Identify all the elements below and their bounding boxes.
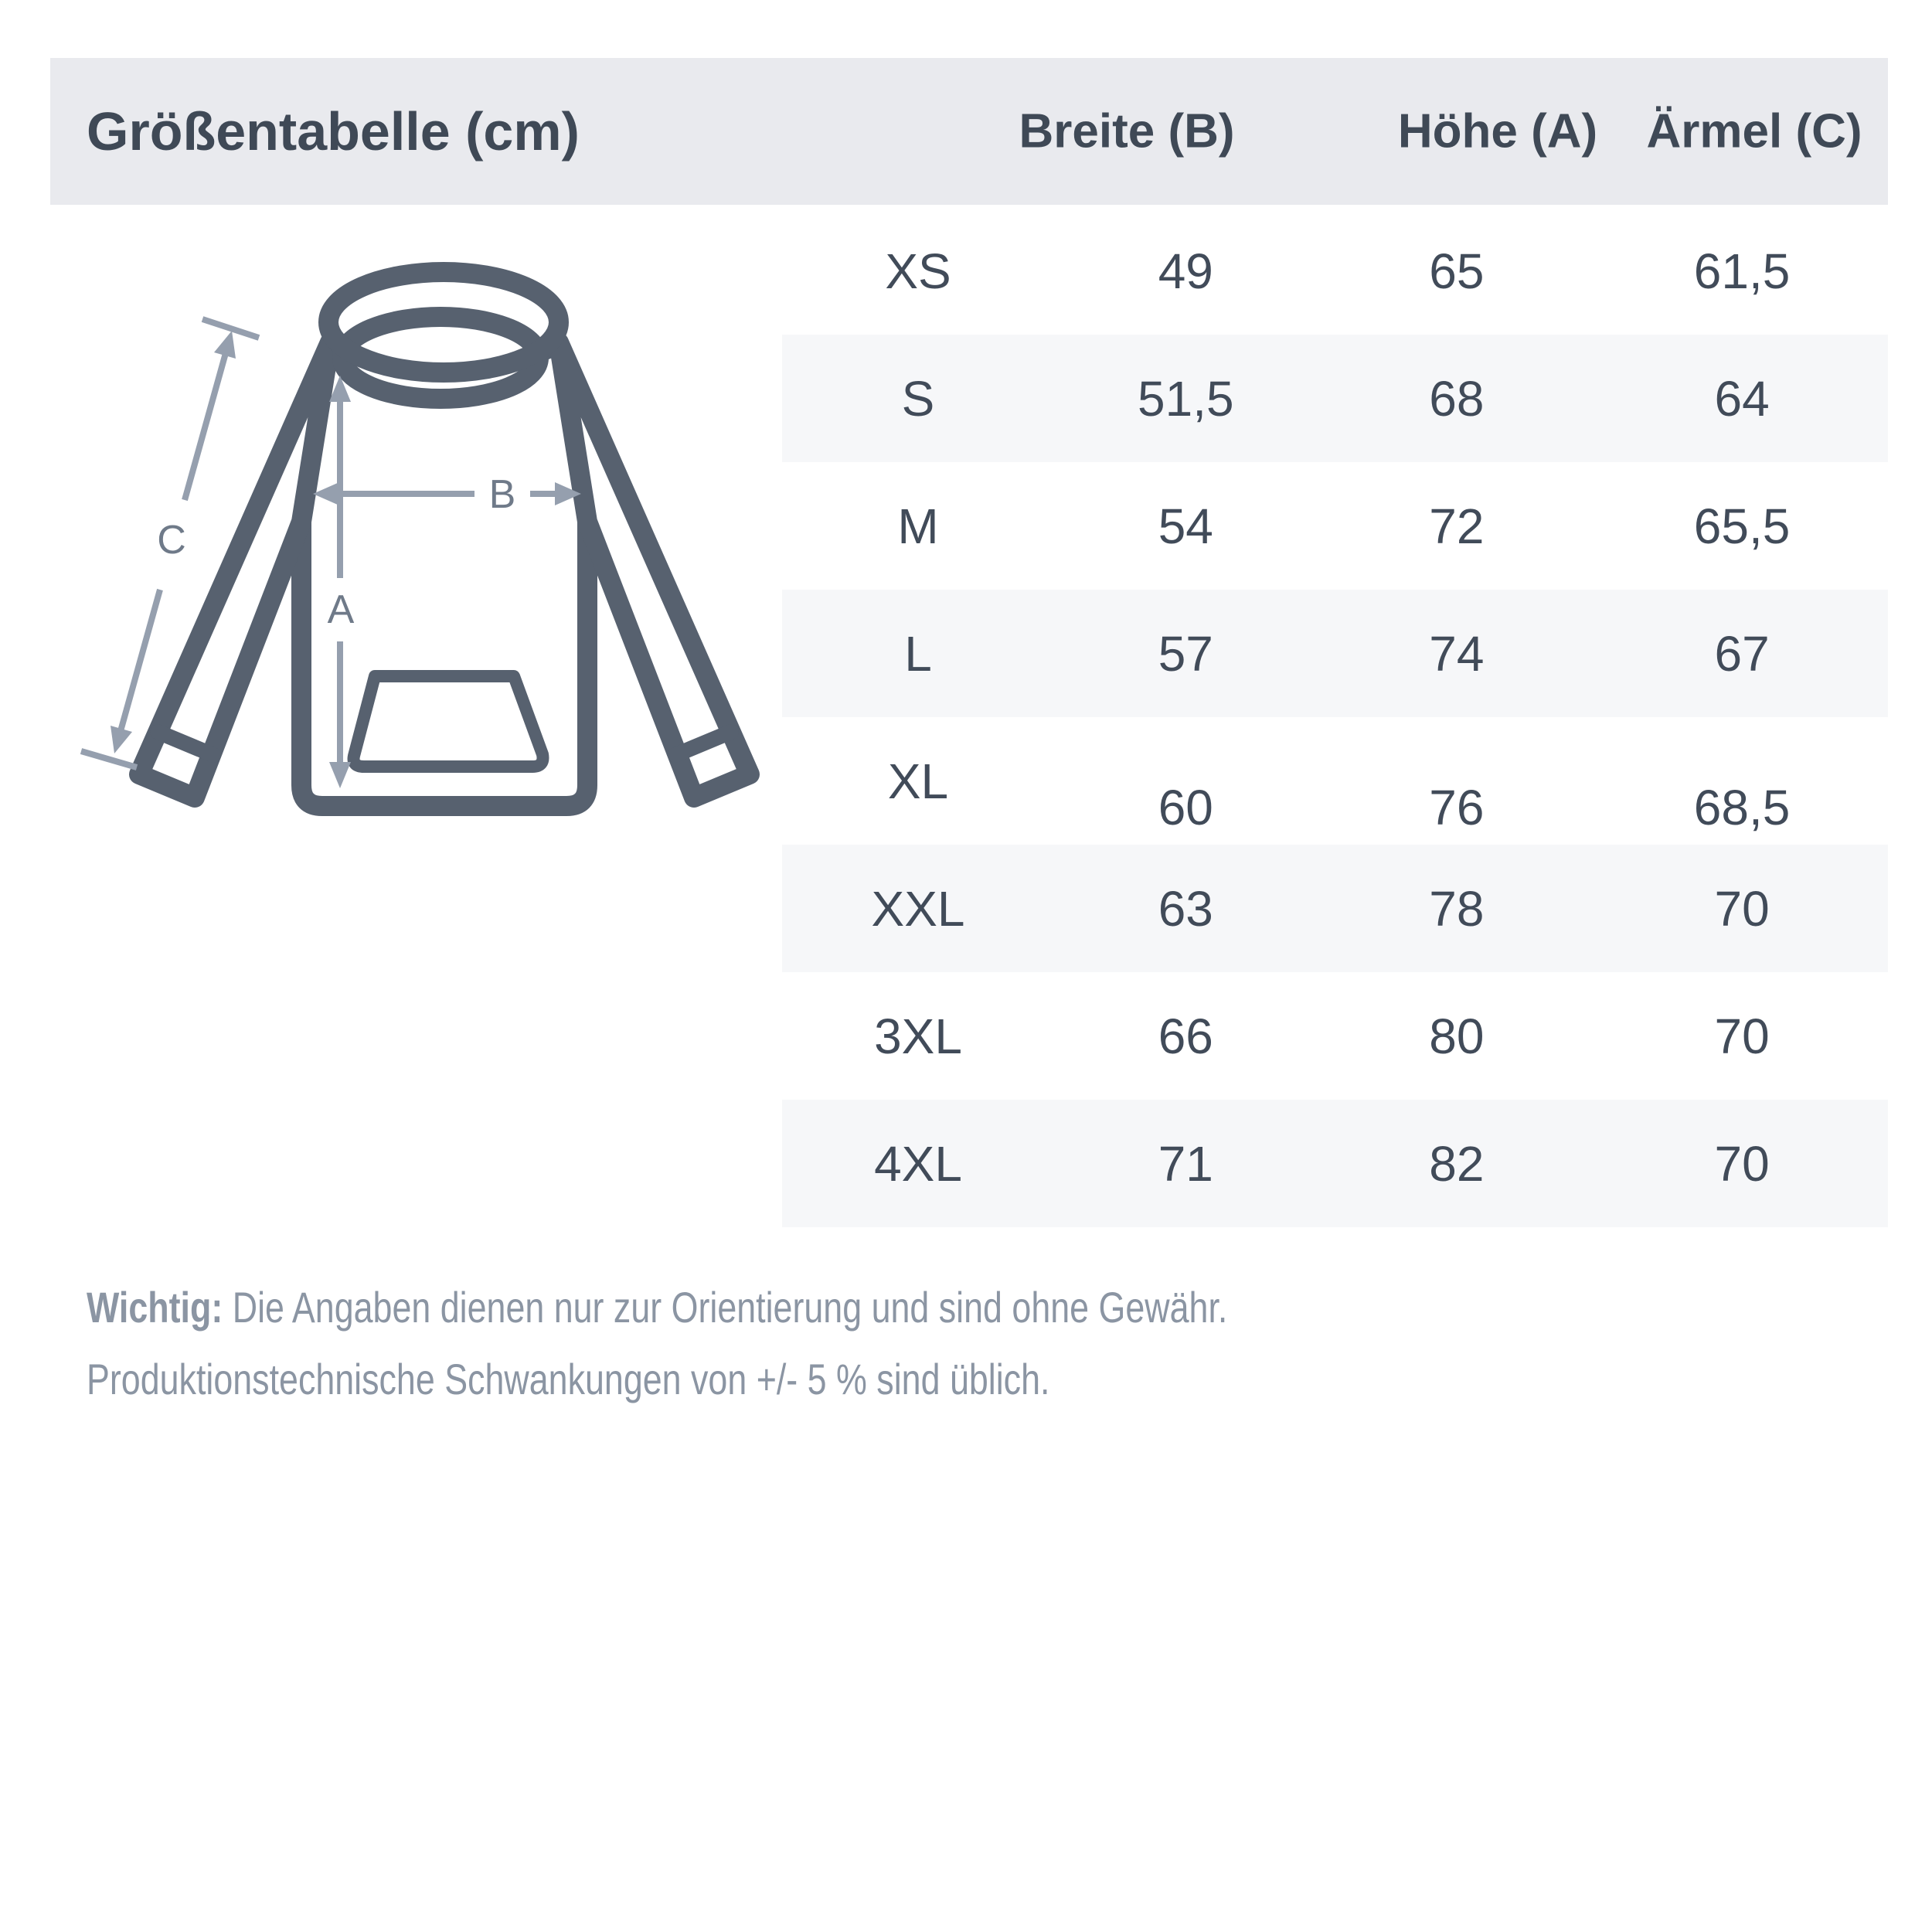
size-label: XL [887, 753, 949, 809]
hood-outer-ring [318, 262, 569, 383]
important-note: Wichtig: Die Angaben dienen nur zur Orie… [87, 1271, 1261, 1415]
table-row-4xl: 4XL 71 82 70 [782, 1100, 1888, 1227]
kangaroo-pocket [347, 670, 549, 773]
column-header-aermel: Ärmel (C) [1646, 104, 1862, 158]
table-row-3xl: 3XL 66 80 70 [782, 972, 1888, 1100]
arrow-down-icon [329, 762, 351, 788]
note-line-2: Produktionstechnische Schwankungen von +… [87, 1355, 1050, 1403]
breite-value: 66 [1158, 1008, 1213, 1064]
column-header-breite: Breite (B) [1019, 104, 1235, 158]
aermel-value: 70 [1714, 1135, 1770, 1192]
arrow-up-icon [329, 376, 351, 402]
size-label: 4XL [874, 1135, 962, 1192]
aermel-value: 70 [1714, 880, 1770, 937]
aermel-value: 68,5 [1693, 779, 1791, 835]
dimension-label-b: B [489, 472, 516, 517]
dimension-label-c: C [157, 518, 186, 563]
breite-value: 63 [1158, 880, 1213, 937]
hoodie-right-sleeve [549, 332, 760, 808]
breite-value: 60 [1158, 779, 1213, 835]
right-cuff-seam [668, 724, 739, 763]
aermel-value: 65,5 [1693, 498, 1791, 554]
note-bold-prefix: Wichtig: [87, 1283, 223, 1332]
table-title: Größentabelle (cm) [87, 101, 580, 162]
breite-value: 71 [1158, 1135, 1213, 1192]
dimension-c-line [117, 588, 163, 733]
dimension-label-a: A [328, 587, 355, 632]
hoehe-value: 76 [1429, 779, 1485, 835]
note-line-1: Wichtig: Die Angaben dienen nur zur Orie… [87, 1271, 1261, 1343]
size-table: XS 49 65 61,5 S 51,5 68 64 M 54 72 65,5 … [782, 207, 1888, 1227]
size-label: XS [885, 243, 951, 299]
aermel-value: 67 [1714, 625, 1770, 682]
hoehe-value: 72 [1429, 498, 1485, 554]
arrow-up-right-icon [214, 331, 236, 359]
table-row-m: M 54 72 65,5 [782, 462, 1888, 590]
hoodie-left-sleeve [129, 332, 340, 808]
table-row-l: L 57 74 67 [782, 590, 1888, 717]
breite-value: 57 [1158, 625, 1213, 682]
size-label: M [897, 498, 939, 554]
dimension-c-end-tick [201, 316, 260, 341]
breite-value: 49 [1158, 243, 1213, 299]
aermel-value: 70 [1714, 1008, 1770, 1064]
breite-value: 54 [1158, 498, 1213, 554]
aermel-value: 61,5 [1693, 243, 1791, 299]
table-row-xs: XS 49 65 61,5 [782, 207, 1888, 335]
arrow-left-icon [313, 482, 339, 505]
size-label: S [901, 370, 935, 427]
hoehe-value: 68 [1429, 370, 1485, 427]
column-header-hoehe: Höhe (A) [1397, 104, 1598, 158]
hoehe-value: 82 [1429, 1135, 1485, 1192]
table-row-xl: XL 60 76 68,5 [782, 717, 1888, 845]
arrow-right-icon [555, 482, 581, 505]
table-row-xxl: XXL 63 78 70 [782, 845, 1888, 972]
hoehe-value: 80 [1429, 1008, 1485, 1064]
hoehe-value: 74 [1429, 625, 1485, 682]
size-label: L [904, 625, 932, 682]
note-line-1-text: Die Angaben dienen nur zur Orientierung … [223, 1283, 1228, 1332]
breite-value: 51,5 [1138, 370, 1234, 427]
size-label: XXL [871, 880, 965, 937]
aermel-value: 64 [1714, 370, 1770, 427]
dimension-c-end-tick [80, 748, 138, 770]
hoodie-measurement-diagram: A B C [80, 262, 760, 816]
arrow-down-left-icon [111, 726, 132, 753]
table-header: Größentabelle (cm) Breite (B) Höhe (A) Ä… [50, 58, 1888, 205]
dimension-c-line [182, 352, 229, 502]
size-label: 3XL [874, 1008, 962, 1064]
left-cuff-seam [150, 724, 221, 763]
hoehe-value: 65 [1429, 243, 1485, 299]
table-row-s: S 51,5 68 64 [782, 335, 1888, 462]
hoehe-value: 78 [1429, 880, 1485, 937]
